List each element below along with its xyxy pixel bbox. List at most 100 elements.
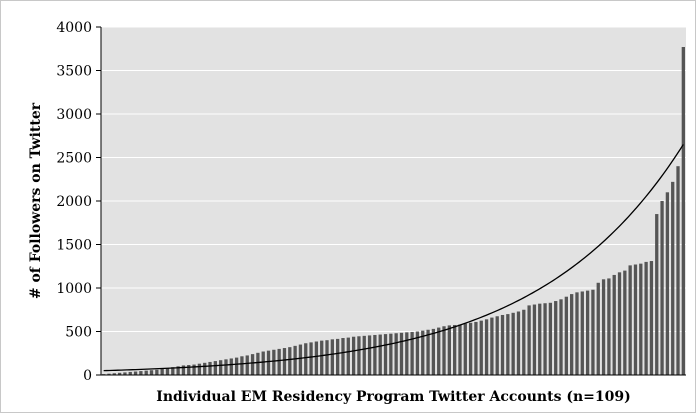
bar <box>564 296 568 375</box>
bar <box>617 272 622 375</box>
exponential-trendline <box>103 144 684 372</box>
bar <box>580 291 584 375</box>
bar <box>224 359 228 375</box>
bar <box>240 356 244 375</box>
bar <box>144 370 148 375</box>
bar <box>405 332 409 375</box>
bar <box>357 336 361 375</box>
bar <box>261 351 265 375</box>
y-tick-label: 500 <box>65 325 92 341</box>
y-tick-label: 3000 <box>56 107 92 123</box>
bar <box>676 166 680 375</box>
bar <box>139 371 143 375</box>
bar <box>123 372 127 375</box>
bar <box>399 332 404 375</box>
bar <box>601 279 606 375</box>
bar <box>351 336 356 375</box>
bar <box>522 309 526 375</box>
bar <box>596 282 600 375</box>
bar <box>245 355 249 375</box>
bar <box>219 360 223 375</box>
bar <box>410 331 414 375</box>
bar <box>495 316 499 375</box>
bar <box>655 214 659 375</box>
bar <box>298 344 303 375</box>
bar <box>234 357 239 375</box>
bar <box>559 299 563 375</box>
bar <box>293 345 297 375</box>
y-tick-label: 1500 <box>56 238 92 254</box>
bar <box>197 363 202 375</box>
bar <box>543 303 547 375</box>
bar <box>378 334 382 375</box>
bar <box>272 349 276 375</box>
bar <box>362 335 366 375</box>
bar <box>187 365 191 375</box>
bar <box>320 340 324 375</box>
bar <box>612 274 616 375</box>
bar <box>649 261 654 375</box>
bar <box>554 301 558 375</box>
bar <box>532 304 537 375</box>
y-tick-labels: 0 500 1000 1500 2000 2500 3000 3500 4000 <box>56 20 92 384</box>
y-tick-label: 4000 <box>56 20 92 36</box>
y-tick-label: 2500 <box>56 151 92 167</box>
y-tick-label: 3500 <box>56 64 92 80</box>
bar <box>479 320 483 376</box>
bar <box>192 364 196 375</box>
bar <box>389 333 393 375</box>
bar <box>250 354 255 375</box>
bar <box>149 370 154 375</box>
bar <box>671 181 675 375</box>
bar <box>373 334 377 375</box>
bar <box>575 292 579 375</box>
bar <box>506 314 510 375</box>
bar <box>203 362 207 375</box>
bar <box>117 372 122 375</box>
bar <box>468 322 473 375</box>
bar <box>585 290 590 375</box>
bar <box>484 319 489 375</box>
bar <box>548 302 553 375</box>
bar <box>336 338 340 375</box>
bar <box>309 342 313 376</box>
bar <box>431 328 436 375</box>
bar <box>633 264 638 375</box>
bar <box>463 323 467 375</box>
gridlines <box>101 26 686 332</box>
bar <box>277 348 281 375</box>
bar <box>341 338 345 375</box>
bar <box>538 303 542 375</box>
bar <box>426 329 430 375</box>
bar <box>325 340 329 375</box>
bar <box>474 321 478 375</box>
bar <box>160 368 164 375</box>
bar <box>644 261 648 375</box>
y-tick-label: 1000 <box>56 281 92 297</box>
bar <box>282 348 287 375</box>
bar <box>623 270 627 375</box>
bar <box>447 325 451 375</box>
bar <box>128 371 132 375</box>
bar <box>304 343 308 375</box>
bar <box>607 278 611 375</box>
x-axis-title: Individual EM Residency Program Twitter … <box>156 389 630 405</box>
bar <box>458 324 462 375</box>
bar <box>437 327 441 375</box>
bar <box>229 358 233 375</box>
bar <box>314 341 319 375</box>
bar <box>453 324 457 375</box>
bar <box>208 361 212 375</box>
bar <box>133 371 138 375</box>
bar <box>500 314 505 375</box>
bar <box>266 350 271 375</box>
bar <box>171 367 175 375</box>
bar <box>346 337 350 375</box>
bar <box>591 289 595 375</box>
y-axis-title: # of Followers on Twitter <box>28 102 44 299</box>
bar <box>155 369 159 375</box>
bars <box>102 47 685 376</box>
bar <box>511 312 515 375</box>
bar <box>415 331 420 375</box>
